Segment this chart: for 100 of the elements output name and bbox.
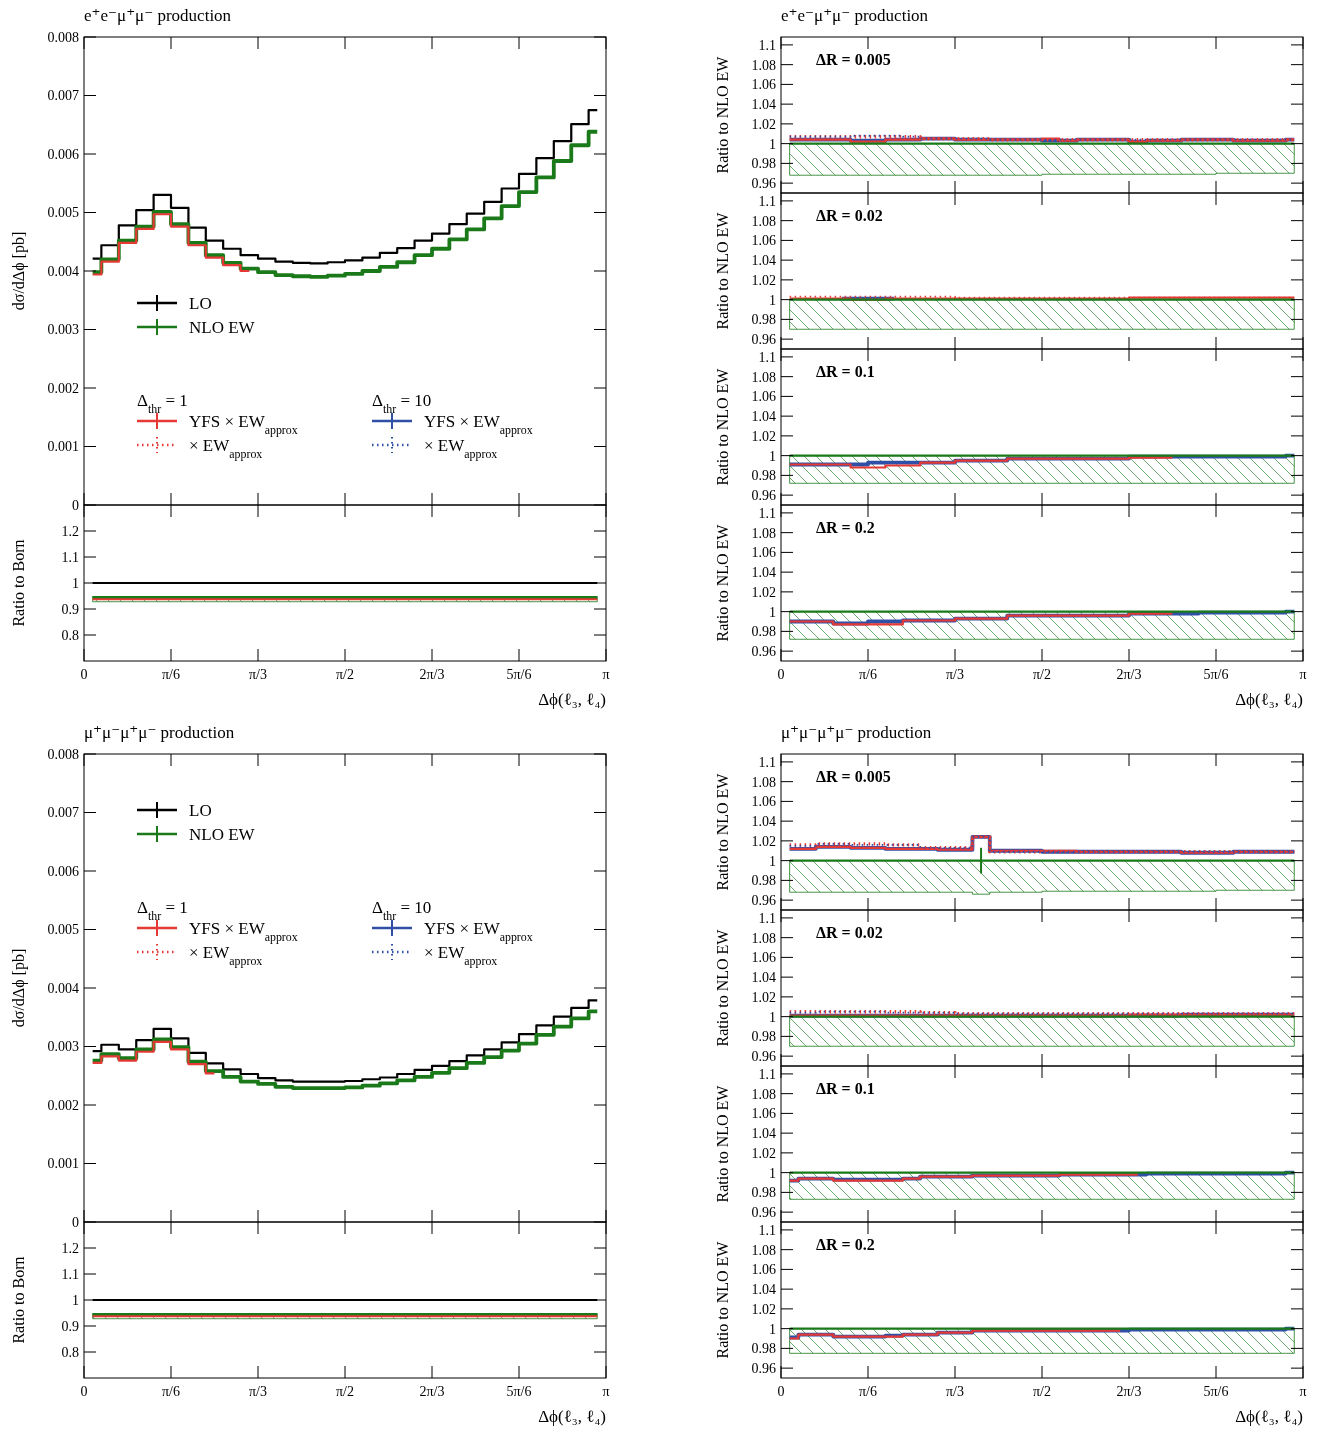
y-tick-label: 1.08 (751, 369, 776, 385)
y-tick-label: 1.06 (751, 1106, 776, 1122)
legend-label: × EW$_{approx}$ (424, 435, 498, 461)
y-axis-title: dσ/dΔϕ [pb] (10, 231, 28, 311)
y-axis-title: Ratio to NLO EW (714, 523, 731, 642)
y-axis-title: Ratio to NLO EW (714, 928, 731, 1047)
y-tick-label: 1.2 (61, 1240, 79, 1256)
x-tick-label: π/6 (162, 667, 180, 682)
y-tick-label: 0.96 (751, 1049, 776, 1065)
y-tick-label: 0.005 (47, 205, 79, 221)
x-tick-label: π/2 (336, 667, 354, 682)
y-tick-label: 1.1 (758, 37, 776, 53)
x-tick-label: 5π/6 (1203, 1384, 1229, 1399)
legend-label: × EW$_{approx}$ (189, 435, 263, 461)
x-tick-label: π/2 (1033, 667, 1051, 682)
y-tick-label: 1.06 (751, 233, 776, 249)
y-tick-label: 1 (769, 604, 776, 620)
y-tick-label: 0.008 (47, 746, 79, 762)
y-tick-label: 0.005 (47, 922, 79, 938)
y-tick-label: 1 (769, 853, 776, 869)
y-tick-label: 0 (72, 1214, 79, 1230)
y-tick-label: 1.02 (751, 428, 776, 444)
y-tick-label: 1.1 (758, 910, 776, 926)
y-tick-label: 0.98 (751, 156, 776, 172)
y-tick-label: 0.007 (47, 88, 79, 104)
y-tick-label: 1.06 (751, 1262, 776, 1278)
x-tick-label: π/3 (249, 667, 267, 682)
x-tick-label: π/3 (946, 667, 964, 682)
annotation: ΔR = 0.1 (816, 362, 875, 380)
y-axis-title: Ratio to NLO EW (714, 55, 731, 174)
y-tick-label: 1 (769, 448, 776, 464)
y-tick-label: 1.02 (751, 584, 776, 600)
y-tick-label: 0.008 (47, 29, 79, 45)
y-tick-label: 1 (72, 575, 79, 591)
x-tick-label: π/2 (1033, 1384, 1051, 1399)
x-tick-label: 5π/6 (506, 667, 532, 682)
y-tick-label: 1.04 (751, 1126, 776, 1142)
y-tick-label: 0 (72, 497, 79, 513)
legend-label: YFS × EW$_{approx}$ (189, 918, 298, 944)
y-tick-label: 0.98 (751, 873, 776, 889)
y-tick-label: 1 (769, 136, 776, 152)
y-tick-label: 1.08 (751, 930, 776, 946)
x-tick-label: 2π/3 (419, 667, 445, 682)
chart-title: μ⁺μ⁻μ⁺μ⁻ production (84, 723, 235, 742)
x-tick-label: π/6 (859, 667, 877, 682)
x-tick-label: 5π/6 (1203, 667, 1229, 682)
y-axis-title: Ratio to NLO EW (714, 772, 731, 891)
y-tick-label: 1.04 (751, 814, 776, 830)
y-tick-label: 0.98 (751, 1185, 776, 1201)
x-tick-label: 2π/3 (1116, 667, 1142, 682)
y-axis-title: Ratio to NLO EW (714, 1084, 731, 1203)
y-tick-label: 1.02 (751, 1301, 776, 1317)
y-tick-label: 1.08 (751, 1086, 776, 1102)
y-tick-label: 0.004 (47, 980, 79, 996)
x-axis-title: Δϕ(ℓ₃, ℓ₄) (1235, 690, 1303, 709)
legend-label: LO (189, 293, 212, 313)
y-tick-label: 1.08 (751, 525, 776, 541)
y-tick-label: 0.006 (47, 146, 79, 162)
y-tick-label: 1.1 (758, 505, 776, 521)
y-tick-label: 1.06 (751, 77, 776, 93)
y-tick-label: 0.96 (751, 1361, 776, 1377)
legend-label: NLO EW (189, 317, 256, 337)
y-tick-label: 1.1 (758, 754, 776, 770)
y-tick-label: 1.06 (751, 389, 776, 405)
annotation: ΔR = 0.02 (816, 923, 883, 941)
legend-label: LO (189, 800, 212, 820)
y-axis-title: Ratio to NLO EW (714, 211, 731, 330)
y-tick-label: 0.003 (47, 1039, 79, 1055)
legend-label: × EW$_{approx}$ (189, 942, 263, 968)
y-tick-label: 0.98 (751, 624, 776, 640)
y-tick-label: 1.06 (751, 794, 776, 810)
x-tick-label: π/3 (946, 1384, 964, 1399)
y-axis-title: dσ/dΔϕ [pb] (10, 948, 28, 1028)
y-tick-label: 1.1 (758, 349, 776, 365)
y-tick-label: 1 (769, 1009, 776, 1025)
annotation: ΔR = 0.2 (816, 518, 875, 536)
y-axis-title: Ratio to Born (10, 1256, 27, 1344)
y-tick-label: 0.98 (751, 1029, 776, 1045)
y-tick-label: 0.002 (47, 380, 79, 396)
y-tick-label: 1 (769, 1165, 776, 1181)
y-tick-label: 0.004 (47, 263, 79, 279)
y-axis-title: Ratio to Born (10, 539, 27, 627)
y-tick-label: 0.8 (61, 627, 79, 643)
y-tick-label: 1.04 (751, 1282, 776, 1298)
y-tick-label: 0.001 (47, 439, 79, 455)
y-tick-label: 0.006 (47, 863, 79, 879)
y-tick-label: 1.04 (751, 565, 776, 581)
y-tick-label: 1.08 (751, 213, 776, 229)
y-tick-label: 1.2 (61, 523, 79, 539)
y-tick-label: 1.02 (751, 989, 776, 1005)
annotation: ΔR = 0.02 (816, 206, 883, 224)
annotation: ΔR = 0.2 (816, 1235, 875, 1253)
y-tick-label: 0.002 (47, 1097, 79, 1113)
y-tick-label: 0.001 (47, 1156, 79, 1172)
y-tick-label: 1.04 (751, 409, 776, 425)
y-tick-label: 1.1 (758, 1066, 776, 1082)
x-tick-label: 5π/6 (506, 1384, 532, 1399)
x-tick-label: π/2 (336, 1384, 354, 1399)
y-tick-label: 1.08 (751, 1242, 776, 1258)
y-tick-label: 1.1 (61, 549, 79, 565)
